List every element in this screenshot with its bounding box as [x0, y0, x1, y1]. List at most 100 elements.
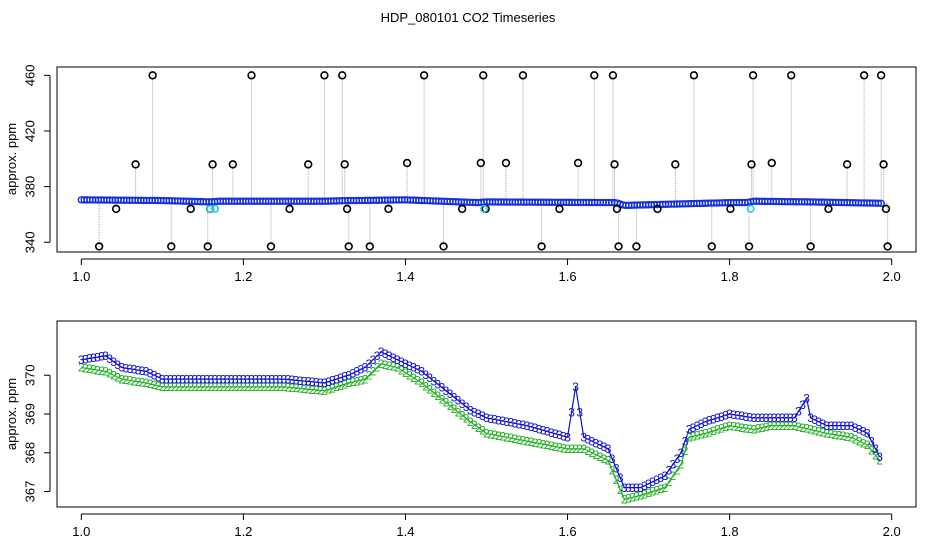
bottom-y-axis: 367 368 369 370	[23, 364, 51, 502]
series-3-marker: 3	[163, 372, 170, 386]
series-3-marker: 3	[698, 417, 705, 431]
outlier-point	[747, 160, 756, 169]
series-2-marker: 2	[856, 434, 863, 448]
series-3-marker: 3	[576, 405, 583, 419]
outlier-point	[479, 71, 488, 80]
series-3-marker: 3	[455, 394, 462, 408]
series-2-marker: 2	[524, 434, 531, 448]
series-3-marker: 3	[268, 372, 275, 386]
series-3-marker: 3	[734, 408, 741, 422]
baseline-point	[874, 199, 883, 207]
series-3-marker: 3	[212, 372, 219, 386]
series-3-marker: 3	[844, 419, 851, 433]
series-3-marker: 3	[828, 419, 835, 433]
series-3-marker: 3	[98, 350, 105, 364]
series-2-line	[81, 362, 881, 500]
series-2-marker: 2	[791, 419, 798, 433]
series-3-marker: 3	[589, 434, 596, 448]
x-tick-label: 1.8	[721, 269, 739, 284]
series-3-marker: 3	[564, 430, 571, 444]
series-2-marker: 2	[580, 442, 587, 456]
series-3-marker: 3	[277, 372, 284, 386]
series-2-marker: 2	[114, 370, 121, 384]
series-3-marker: 3	[742, 410, 749, 424]
outlier-point	[518, 71, 528, 80]
series-3-marker: 3	[147, 367, 154, 381]
series-3-marker: 3	[426, 371, 433, 385]
series-2-marker: 2	[868, 443, 875, 457]
outlier-point	[131, 160, 140, 169]
series-2-marker: 2	[439, 392, 446, 406]
series-3-marker: 3	[674, 452, 681, 466]
series-2-marker: 2	[179, 380, 186, 394]
series-3-marker: 3	[313, 375, 320, 389]
series-3-marker: 3	[775, 411, 782, 425]
series-2-marker: 2	[204, 380, 211, 394]
series-2-marker: 2	[390, 360, 397, 374]
series-2-marker: 2	[329, 381, 336, 395]
series-2-marker: 2	[751, 423, 758, 437]
series-2-marker: 2	[90, 363, 97, 377]
series-2-marker: 2	[309, 383, 316, 397]
outlier-point	[612, 204, 622, 214]
series-2-marker: 2	[353, 374, 360, 388]
y-tick-label: 368	[23, 442, 38, 464]
series-2-marker: 2	[516, 433, 523, 447]
series-3-marker: 3	[759, 411, 766, 425]
outlier-point	[883, 242, 892, 251]
series-3-marker: 3	[90, 351, 97, 365]
series-3-marker: 3	[394, 353, 401, 367]
series-2-marker: 2	[410, 371, 417, 385]
outlier-point	[671, 160, 680, 169]
outlier-point	[748, 71, 758, 80]
series-3-marker: 3	[333, 372, 340, 386]
series-3-marker: 3	[204, 372, 211, 386]
series-2-marker: 2	[337, 379, 344, 393]
outlier-point	[476, 158, 486, 168]
outlier-point	[439, 242, 448, 251]
series-2-marker: 2	[872, 449, 879, 463]
series-3-marker: 3	[682, 434, 689, 448]
outlier-point	[614, 242, 623, 251]
series-2-marker: 2	[366, 368, 373, 382]
top-x-axis: 1.0 1.2 1.4 1.6 1.8 2.0	[72, 258, 901, 284]
series-2-marker: 2	[378, 357, 385, 371]
series-3-marker: 3	[694, 419, 701, 433]
series-2-marker: 2	[260, 380, 267, 394]
series-2-marker: 2	[714, 423, 721, 437]
series-3-marker: 3	[568, 405, 575, 419]
series-2-marker: 2	[406, 368, 413, 382]
series-2-marker: 2	[321, 384, 328, 398]
series-2-marker: 2	[155, 379, 162, 393]
series-3-marker: 3	[824, 419, 831, 433]
series-3-marker: 3	[362, 361, 369, 375]
series-3-marker: 3	[305, 375, 312, 389]
series-3-marker: 3	[301, 374, 308, 388]
series-3-marker: 3	[435, 377, 442, 391]
series-3-marker: 3	[78, 353, 85, 367]
flagged-point	[480, 204, 489, 213]
series-2-marker: 2	[463, 412, 470, 426]
outlier-point	[340, 160, 349, 169]
series-2-marker: 2	[499, 430, 506, 444]
series-3-marker: 3	[114, 358, 121, 372]
outlier-point	[266, 242, 276, 251]
y-tick-label: 340	[23, 231, 38, 253]
series-2-marker: 2	[426, 383, 433, 397]
outlier-point	[879, 160, 888, 169]
series-2-marker: 2	[544, 438, 551, 452]
series-3-marker: 3	[763, 411, 770, 425]
series-3-marker: 3	[491, 413, 498, 427]
series-2-marker: 2	[341, 377, 348, 391]
series-3-marker: 3	[228, 372, 235, 386]
outlier-point	[707, 242, 716, 251]
series-2-marker: 2	[759, 421, 766, 435]
series-2-marker: 2	[807, 423, 814, 437]
series-2-marker: 2	[483, 427, 490, 441]
series-2-marker: 2	[783, 419, 790, 433]
series-3-marker: 3	[661, 469, 668, 483]
series-2-marker: 2	[333, 380, 340, 394]
series-3-marker: 3	[487, 412, 494, 426]
series-2-marker: 2	[532, 436, 539, 450]
top-y-axis-label: approx. ppm	[4, 123, 19, 195]
